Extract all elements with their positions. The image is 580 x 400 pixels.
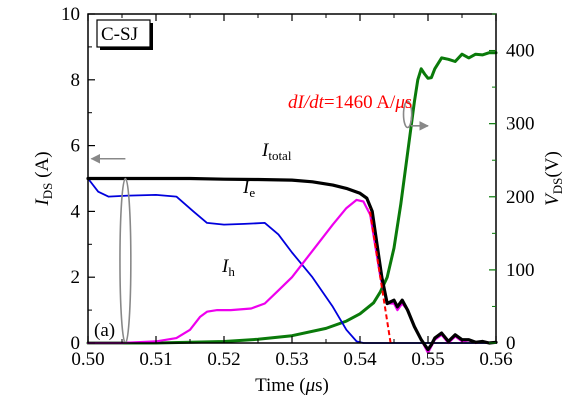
y-axis-right-title-rest: (V) <box>542 151 563 177</box>
y-left-tick-label: 4 <box>71 201 81 222</box>
series-label-i-total-sub: total <box>268 148 291 163</box>
x-tick-label: 0.54 <box>343 349 377 370</box>
series-line-i-e <box>87 177 497 344</box>
y-left-tick-label: 0 <box>71 333 81 354</box>
y-axis-left-title-main: I <box>32 198 53 207</box>
y-axis-right-title-sub: DS <box>550 178 565 195</box>
slope-annotation-mu: μ <box>394 92 405 113</box>
group-ellipse-right <box>402 100 413 129</box>
series-label-i-e-sub: e <box>249 185 255 200</box>
series-label-i-e-main: I <box>242 177 251 198</box>
slope-annotation-main: dI/dt <box>288 92 325 113</box>
annotation-layer <box>90 100 429 344</box>
y-axis-left-title-rest: (A) <box>32 151 53 182</box>
x-axis-title: Time (μs) <box>255 375 329 396</box>
x-tick-label: 0.56 <box>479 349 512 370</box>
x-tick-label: 0.52 <box>207 349 240 370</box>
y-left-tick-label: 10 <box>61 4 80 25</box>
x-tick-label: 0.55 <box>411 349 444 370</box>
series-label-i-h: Ih <box>221 256 235 279</box>
x-axis-title-mu: μ <box>305 375 316 396</box>
series-line-i-total <box>86 176 498 352</box>
series-label-i-total-main: I <box>261 140 270 161</box>
series-label-i-total: Itotal <box>261 140 292 163</box>
y-right-tick-label: 300 <box>506 114 535 135</box>
y-axis-right-title: VDS(V) <box>542 151 565 206</box>
panel-label: (a) <box>94 320 115 341</box>
y-left-tick-label: 6 <box>71 136 81 157</box>
y-axis-left-title-sub: DS <box>40 183 55 200</box>
y-right-tick-label: 400 <box>506 41 535 62</box>
device-label-box: C-SJ <box>96 19 153 50</box>
device-label-frame <box>96 19 151 48</box>
series-label-i-e: Ie <box>242 177 255 200</box>
slope-dashed-line <box>368 207 392 344</box>
x-tick-label: 0.53 <box>275 349 308 370</box>
x-tick-label: 0.50 <box>71 349 104 370</box>
series-label-i-h-main: I <box>221 256 230 277</box>
y-left-tick-label: 8 <box>71 70 81 91</box>
device-label: C-SJ <box>101 24 138 45</box>
y-left-tick-label: 2 <box>71 267 81 288</box>
series-label-i-h-sub: h <box>228 264 235 279</box>
x-axis-title-main: Time ( <box>255 375 306 396</box>
slope-annotation: dI/dt=1460 A/μs <box>288 92 412 113</box>
x-tick-label: 0.51 <box>139 349 172 370</box>
y-right-tick-label: 200 <box>506 187 535 208</box>
series-line-v-ds <box>86 51 498 345</box>
group-ellipse-left <box>119 177 132 344</box>
y-axis-left-title: IDS (A) <box>32 151 55 206</box>
slope-annotation-end: s <box>405 92 412 113</box>
slope-annotation-rest: =1460 A/ <box>324 92 396 113</box>
series-line-i-h <box>86 198 498 354</box>
y-axis-right-title-main: V <box>542 192 563 206</box>
plot-area: 0.50 0.51 0.52 0.53 0.54 0.55 0.56024681001002… <box>61 4 535 370</box>
ticks-layer: 0.50 0.51 0.52 0.53 0.54 0.55 0.56024681001002… <box>61 4 535 370</box>
y-right-tick-label: 0 <box>506 333 516 354</box>
y-right-tick-label: 100 <box>506 260 535 281</box>
x-axis-title-rest: s) <box>315 375 329 396</box>
